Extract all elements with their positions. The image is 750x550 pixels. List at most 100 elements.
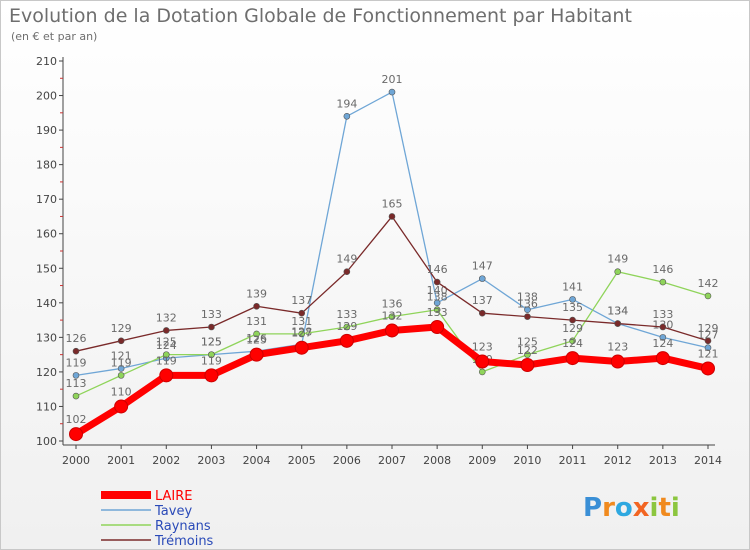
data-label: 138 bbox=[517, 291, 538, 304]
data-label: 133 bbox=[427, 306, 448, 319]
data-point bbox=[298, 309, 306, 317]
data-point bbox=[114, 399, 129, 414]
y-tick-label: 110 bbox=[36, 400, 57, 413]
data-point bbox=[162, 327, 170, 334]
x-tick-label: 2000 bbox=[62, 454, 90, 467]
x-tick-label: 2002 bbox=[152, 454, 180, 467]
data-point bbox=[569, 316, 576, 324]
data-point bbox=[659, 278, 667, 286]
data-point bbox=[388, 88, 396, 96]
x-tick-label: 2011 bbox=[559, 454, 587, 467]
data-point bbox=[72, 347, 80, 355]
chart-subtitle: (en € et par an) bbox=[11, 30, 97, 43]
data-label: 123 bbox=[607, 341, 628, 354]
data-point bbox=[162, 351, 170, 358]
logo-letter: x bbox=[633, 493, 650, 523]
data-label: 139 bbox=[246, 287, 267, 300]
data-point bbox=[72, 392, 80, 400]
x-tick-label: 2008 bbox=[423, 454, 451, 467]
data-point bbox=[204, 368, 219, 383]
logo-letter: i bbox=[650, 493, 659, 523]
data-label: 119 bbox=[66, 356, 87, 369]
y-tick-label: 210 bbox=[36, 55, 57, 68]
data-label: 127 bbox=[291, 327, 312, 340]
y-tick-label: 190 bbox=[36, 124, 57, 137]
data-label: 125 bbox=[201, 336, 222, 349]
data-label: 146 bbox=[427, 263, 448, 276]
x-tick-label: 2013 bbox=[649, 454, 677, 467]
logo-letter: t bbox=[658, 493, 670, 523]
data-label: 131 bbox=[291, 315, 312, 328]
data-label: 134 bbox=[607, 305, 628, 318]
x-tick-label: 2012 bbox=[604, 454, 632, 467]
data-label: 135 bbox=[562, 301, 583, 314]
data-label: 124 bbox=[652, 337, 673, 350]
data-point bbox=[385, 323, 399, 338]
data-label: 125 bbox=[156, 336, 177, 349]
data-point bbox=[701, 361, 715, 376]
x-tick-label: 2003 bbox=[197, 454, 225, 467]
data-point bbox=[704, 337, 712, 345]
data-label: 129 bbox=[698, 322, 719, 335]
data-label: 149 bbox=[336, 253, 357, 266]
data-label: 123 bbox=[472, 341, 493, 354]
x-tick-label: 2007 bbox=[378, 454, 406, 467]
data-point bbox=[72, 372, 80, 379]
data-label: 138 bbox=[427, 291, 448, 304]
data-point bbox=[294, 340, 309, 355]
data-label: 127 bbox=[698, 329, 719, 342]
data-point bbox=[343, 112, 351, 120]
data-point bbox=[524, 306, 531, 314]
y-tick-label: 180 bbox=[36, 159, 57, 172]
data-label: 129 bbox=[111, 322, 132, 335]
data-label: 132 bbox=[382, 309, 403, 322]
data-label: 149 bbox=[607, 253, 628, 266]
data-label: 126 bbox=[246, 332, 267, 345]
chart-title: Evolution de la Dotation Globale de Fonc… bbox=[9, 5, 632, 27]
data-label: 129 bbox=[562, 322, 583, 335]
data-label: 137 bbox=[291, 294, 312, 307]
logo-letter: o bbox=[615, 493, 633, 523]
data-label: 119 bbox=[111, 356, 132, 369]
data-label: 194 bbox=[336, 97, 357, 110]
logo-letter: i bbox=[671, 493, 680, 523]
data-label: 132 bbox=[156, 311, 177, 324]
data-point bbox=[339, 333, 354, 348]
data-point bbox=[475, 354, 490, 369]
data-point bbox=[253, 302, 260, 310]
data-point bbox=[159, 368, 174, 383]
data-label: 133 bbox=[201, 308, 222, 321]
data-point bbox=[655, 351, 670, 366]
y-tick-label: 120 bbox=[36, 366, 57, 379]
logo-letter: P bbox=[583, 493, 602, 523]
data-label: 201 bbox=[382, 73, 403, 86]
data-point bbox=[430, 320, 445, 334]
legend-label: Tavey bbox=[154, 504, 192, 519]
series-layer: 1191211241251261281942011401471381411341… bbox=[66, 73, 719, 442]
data-label: 131 bbox=[246, 315, 267, 328]
data-label: 124 bbox=[562, 337, 583, 350]
data-label: 133 bbox=[652, 308, 673, 321]
x-tick-label: 2009 bbox=[468, 454, 496, 467]
data-label: 129 bbox=[336, 320, 357, 333]
y-tick-label: 130 bbox=[36, 331, 57, 344]
x-tick-label: 2004 bbox=[243, 454, 271, 467]
data-point bbox=[117, 337, 125, 345]
data-point bbox=[117, 365, 125, 372]
x-tick-label: 2005 bbox=[288, 454, 316, 467]
data-point bbox=[343, 268, 351, 276]
logo-letter: r bbox=[602, 493, 615, 523]
data-point bbox=[69, 427, 83, 442]
data-label: 126 bbox=[66, 332, 87, 345]
y-tick-label: 170 bbox=[36, 193, 57, 206]
legend-label: LAIRE bbox=[155, 489, 193, 504]
proxiti-logo: Proxiti bbox=[583, 493, 680, 523]
legend-label: Trémoins bbox=[154, 534, 214, 549]
data-point bbox=[433, 278, 441, 286]
data-label: 147 bbox=[472, 260, 493, 273]
y-tick-label: 140 bbox=[36, 297, 57, 310]
data-point bbox=[524, 313, 531, 320]
data-point bbox=[253, 330, 260, 338]
